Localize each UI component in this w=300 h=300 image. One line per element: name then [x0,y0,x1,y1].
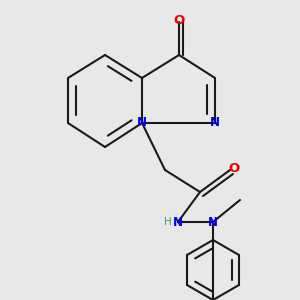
Text: N: N [208,215,218,229]
Text: N: N [210,116,220,130]
Text: O: O [228,161,240,175]
Text: N: N [173,215,183,229]
Text: H: H [164,217,172,227]
Text: N: N [137,116,147,130]
Text: O: O [173,14,184,26]
